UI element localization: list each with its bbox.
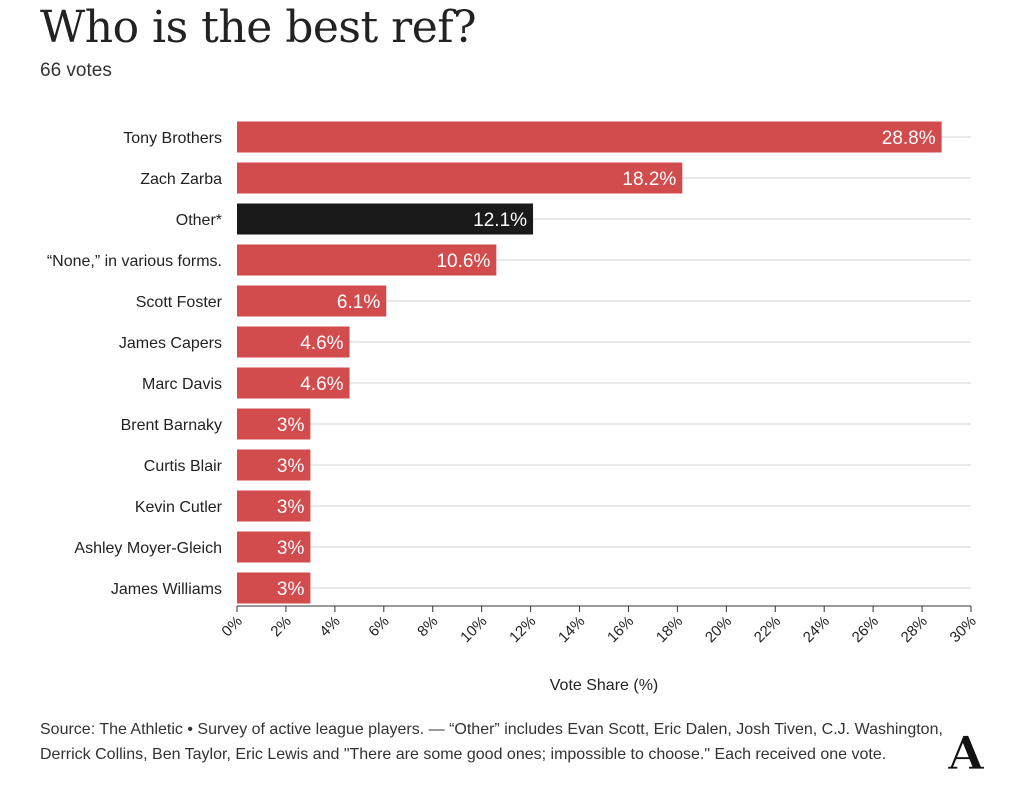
bar [237, 285, 387, 317]
x-tick-label: 28% [898, 613, 931, 646]
bar [237, 326, 350, 358]
logo-letter: A [947, 729, 985, 775]
bar [237, 490, 311, 522]
value-label: 10.6% [436, 251, 490, 272]
x-tick-label: 10% [457, 613, 490, 646]
value-label: 3% [277, 497, 305, 518]
category-label: Scott Foster [136, 294, 223, 311]
category-label: Curtis Blair [144, 458, 223, 475]
category-label: Marc Davis [142, 376, 222, 393]
value-label: 4.6% [300, 333, 343, 354]
category-label: Tony Brothers [123, 130, 222, 147]
bar [237, 449, 311, 481]
x-axis-title: Vote Share (%) [550, 677, 659, 694]
x-tick-label: 6% [365, 613, 392, 640]
value-label: 3% [277, 415, 305, 436]
x-tick-label: 20% [702, 613, 735, 646]
x-tick-label: 0% [218, 613, 245, 640]
x-tick-label: 4% [316, 613, 343, 640]
value-label: 4.6% [300, 374, 343, 395]
bar-chart: Tony Brothers Zach Zarba Other* “None,” in … [47, 121, 980, 694]
bar [237, 203, 534, 235]
x-axis: 0% 2% 4% 6% 8% 10% 12% 14% 16% 18% 20% 22% 24% 26% 28%… [218, 605, 980, 646]
source-note: Source: The Athletic • Survey of active … [40, 721, 943, 763]
x-tick-label: 26% [849, 613, 882, 646]
bar [237, 408, 311, 440]
value-label: 28.8% [882, 128, 936, 149]
x-tick-label: 18% [653, 613, 686, 646]
x-tick-label: 16% [604, 613, 637, 646]
bar [237, 531, 311, 563]
category-labels: Tony Brothers Zach Zarba Other* “None,” in … [47, 130, 223, 598]
value-label: 3% [277, 456, 305, 477]
athletic-logo-icon: A [947, 729, 986, 775]
value-label: 3% [277, 538, 305, 559]
x-tick-label: 8% [414, 613, 441, 640]
category-label: James Capers [119, 335, 222, 352]
x-tick-label: 30% [947, 613, 980, 646]
x-tick-label: 12% [506, 613, 539, 646]
value-label: 18.2% [622, 169, 676, 190]
category-label: “None,” in various forms. [47, 253, 222, 270]
value-label: 12.1% [473, 210, 527, 231]
category-label: Zach Zarba [140, 171, 222, 188]
bars [237, 121, 942, 604]
bar [237, 121, 942, 153]
x-tick-label: 14% [555, 613, 588, 646]
bar [237, 244, 497, 276]
value-label: 6.1% [337, 292, 380, 313]
x-tick-label: 24% [800, 613, 833, 646]
page-title: Who is the best ref? [40, 2, 477, 53]
category-label: Ashley Moyer-Gleich [74, 540, 222, 557]
value-label: 3% [277, 579, 305, 600]
bar [237, 572, 311, 604]
value-labels: 28.8% 18.2% 12.1% 10.6% 6.1% 4.6% 4.6% 3% 3% 3% 3%… [277, 128, 936, 600]
category-label: Other* [176, 212, 222, 229]
category-label: Brent Barnaky [121, 417, 222, 434]
bar [237, 367, 350, 399]
x-tick-label: 2% [267, 613, 294, 640]
bar [237, 162, 683, 194]
category-label: Kevin Cutler [135, 499, 223, 516]
category-label: James Williams [111, 581, 222, 598]
x-tick-label: 22% [751, 613, 784, 646]
vote-count: 66 votes [40, 60, 112, 81]
